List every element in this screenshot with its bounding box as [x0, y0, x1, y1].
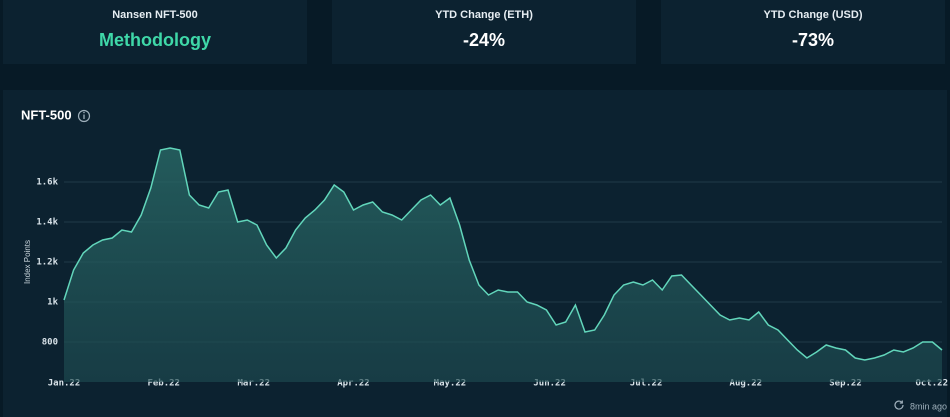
y-tick-label: 1k [47, 298, 58, 308]
card-title: Nansen NFT-500 [112, 9, 198, 21]
x-tick-label: Jan.22 [48, 379, 81, 389]
card-title: YTD Change (USD) [764, 9, 863, 21]
area-line [63, 147, 943, 361]
refresh-icon[interactable] [894, 400, 904, 410]
y-tick-label: 1.6k [36, 178, 58, 188]
x-tick-label: Feb.22 [147, 379, 180, 389]
plot: 800 1k 1.2k 1.4k 1.6k Jan.22 Feb.22 Mar.22 Apr.2… [36, 147, 948, 389]
x-tick-label: Aug.22 [730, 379, 763, 389]
y-tick-label: 1.4k [36, 218, 58, 228]
card [332, 0, 636, 64]
card [3, 0, 307, 64]
methodology-link[interactable]: Methodology [99, 30, 211, 50]
x-tick-label: May.22 [434, 379, 467, 389]
card-value: -24% [463, 30, 505, 50]
y-tick-label: 800 [42, 338, 58, 348]
y-tick-label: 1.2k [36, 258, 58, 268]
area-fill [64, 148, 942, 382]
y-axis-label: Index Points [23, 240, 32, 284]
card-title: YTD Change (ETH) [435, 9, 533, 21]
card [661, 0, 945, 64]
x-tick-label: Jul.22 [630, 379, 663, 389]
chart-title: NFT-500 [21, 107, 72, 122]
x-tick-label: Mar.22 [237, 379, 270, 389]
info-icon[interactable] [77, 109, 91, 123]
x-tick-label: Sep.22 [829, 379, 862, 389]
x-tick-label: Jun.22 [533, 379, 566, 389]
updated-label: 8min ago [910, 401, 947, 411]
x-tick-label: Oct.22 [915, 379, 948, 389]
x-tick-label: Apr.22 [337, 379, 370, 389]
card-value: -73% [792, 30, 834, 50]
